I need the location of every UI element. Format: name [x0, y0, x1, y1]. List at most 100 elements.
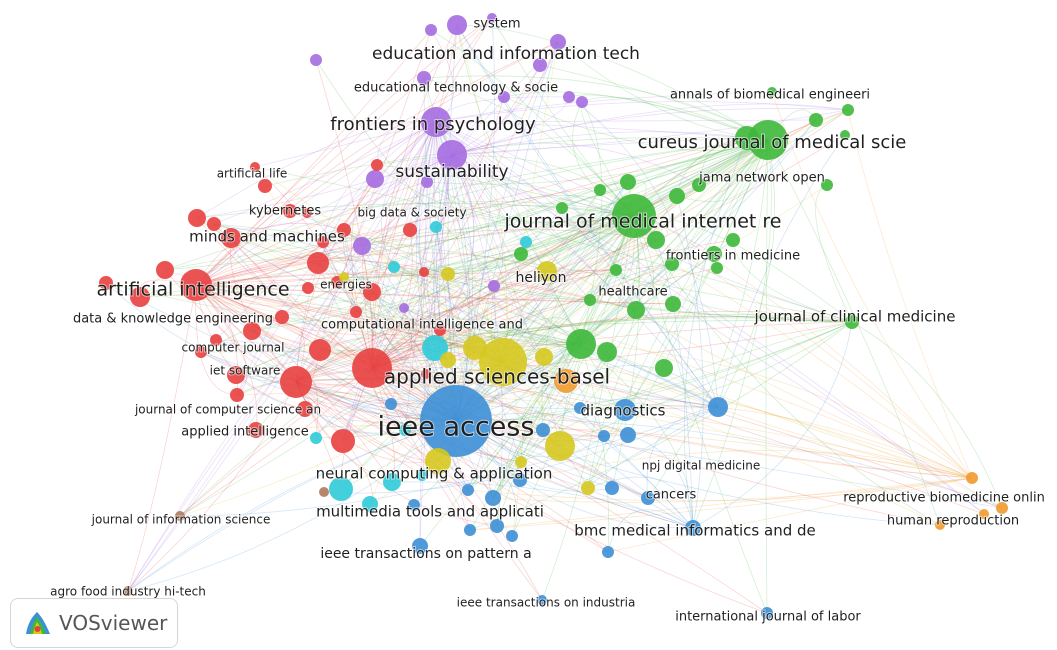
network-node[interactable]: [195, 346, 207, 358]
network-node[interactable]: [584, 294, 596, 306]
network-node[interactable]: [574, 402, 586, 414]
network-node[interactable]: [283, 204, 297, 218]
network-node[interactable]: [464, 524, 476, 536]
node-label-healthcare[interactable]: healthcare: [597, 284, 668, 301]
network-node[interactable]: [99, 276, 113, 290]
network-node[interactable]: [487, 13, 497, 23]
network-node[interactable]: [425, 448, 451, 474]
network-node[interactable]: [417, 71, 431, 85]
network-node[interactable]: [966, 472, 978, 484]
network-node[interactable]: [935, 520, 945, 530]
network-node[interactable]: [207, 217, 221, 231]
network-node[interactable]: [605, 481, 619, 495]
network-node[interactable]: [123, 586, 133, 596]
network-node[interactable]: [767, 87, 777, 97]
network-node[interactable]: [310, 432, 322, 444]
network-node[interactable]: [317, 236, 329, 248]
node-label-applsci[interactable]: applied sciences-basel: [383, 364, 611, 390]
network-node[interactable]: [566, 329, 596, 359]
node-label-frontiers-med[interactable]: frontiers in medicine: [665, 248, 801, 265]
node-label-jcsa[interactable]: journal of computer science an: [133, 402, 322, 418]
network-node[interactable]: [620, 427, 636, 443]
network-node[interactable]: [842, 104, 854, 116]
network-node[interactable]: [221, 228, 241, 248]
network-node[interactable]: [520, 236, 532, 248]
network-node[interactable]: [620, 174, 636, 190]
node-label-jmir[interactable]: journal of medical internet re: [503, 210, 783, 234]
network-node[interactable]: [309, 339, 331, 361]
network-node[interactable]: [545, 431, 575, 461]
network-node[interactable]: [447, 15, 467, 35]
node-label-frontiers-psych[interactable]: frontiers in psychology: [329, 113, 537, 136]
network-node[interactable]: [515, 456, 527, 468]
node-label-npj[interactable]: npj digital medicine: [641, 458, 761, 474]
network-node[interactable]: [399, 303, 409, 313]
node-label-rbo[interactable]: reproductive biomedicine onlin: [842, 490, 1046, 507]
network-node[interactable]: [419, 267, 429, 277]
network-node[interactable]: [366, 170, 384, 188]
network-node[interactable]: [440, 352, 456, 368]
node-label-education[interactable]: education and information tech: [371, 43, 641, 65]
network-node[interactable]: [388, 261, 400, 273]
node-label-jama[interactable]: jama network open: [697, 170, 826, 187]
network-node[interactable]: [479, 338, 527, 386]
network-node[interactable]: [514, 247, 528, 261]
node-label-cancers[interactable]: cancers: [645, 487, 698, 504]
node-label-ietsoftware[interactable]: iet software: [209, 363, 282, 379]
network-node[interactable]: [665, 296, 681, 312]
network-node[interactable]: [421, 107, 451, 137]
network-node[interactable]: [485, 490, 501, 506]
network-node[interactable]: [809, 113, 823, 127]
network-node[interactable]: [706, 246, 722, 262]
network-node[interactable]: [175, 511, 185, 521]
network-node[interactable]: [243, 322, 261, 340]
network-node[interactable]: [845, 315, 859, 329]
network-node[interactable]: [594, 184, 606, 196]
node-label-ijl[interactable]: international journal of labor: [674, 609, 862, 626]
network-node[interactable]: [685, 520, 701, 536]
network-node[interactable]: [536, 423, 550, 437]
network-node[interactable]: [437, 140, 467, 170]
network-node[interactable]: [297, 401, 313, 417]
network-node[interactable]: [627, 301, 645, 319]
node-label-minds[interactable]: minds and machines: [188, 227, 346, 247]
network-node[interactable]: [554, 369, 578, 393]
node-label-sustainability[interactable]: sustainability: [394, 161, 509, 183]
node-label-humrep[interactable]: human reproduction: [886, 513, 1020, 530]
network-node[interactable]: [597, 342, 617, 362]
network-node[interactable]: [692, 178, 706, 192]
network-node[interactable]: [385, 398, 397, 410]
network-node[interactable]: [420, 385, 492, 457]
node-label-tii[interactable]: ieee transactions on industria: [456, 595, 637, 611]
network-node[interactable]: [310, 54, 322, 66]
network-node[interactable]: [302, 208, 312, 218]
network-node[interactable]: [441, 267, 455, 281]
network-node[interactable]: [319, 487, 329, 497]
network-node[interactable]: [280, 366, 312, 398]
network-node[interactable]: [130, 287, 150, 307]
network-node[interactable]: [412, 538, 428, 554]
network-node[interactable]: [434, 324, 446, 336]
node-label-ncaa[interactable]: neural computing & application: [315, 464, 554, 484]
network-node[interactable]: [421, 369, 431, 379]
network-node[interactable]: [711, 262, 723, 274]
node-label-heliyon[interactable]: heliyon: [515, 269, 568, 287]
network-node[interactable]: [302, 282, 314, 294]
network-node[interactable]: [563, 91, 575, 103]
node-label-cureus[interactable]: cureus journal of medical scie: [637, 131, 908, 154]
network-node[interactable]: [188, 209, 206, 227]
node-label-ieeeaccess[interactable]: ieee access: [377, 411, 536, 444]
network-node[interactable]: [535, 348, 553, 366]
network-node[interactable]: [665, 257, 679, 271]
network-node[interactable]: [403, 223, 417, 237]
network-node[interactable]: [462, 484, 474, 496]
network-node[interactable]: [275, 310, 289, 324]
network-node[interactable]: [362, 496, 378, 512]
network-node[interactable]: [612, 194, 656, 238]
network-node[interactable]: [581, 481, 595, 495]
network-node[interactable]: [425, 24, 437, 36]
network-node[interactable]: [210, 334, 222, 346]
network-node[interactable]: [761, 607, 773, 619]
network-node[interactable]: [610, 264, 622, 276]
network-node[interactable]: [735, 126, 759, 150]
